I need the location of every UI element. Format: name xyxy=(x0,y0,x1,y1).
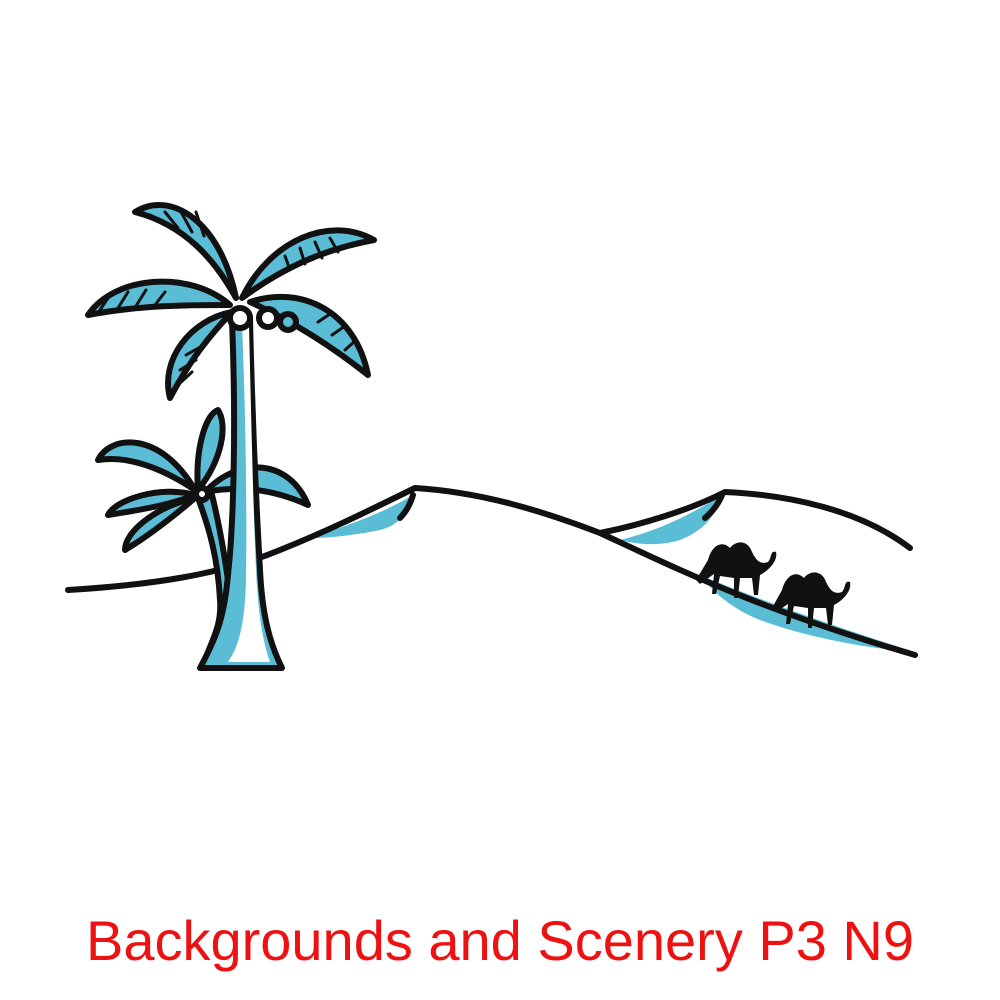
coconut-3 xyxy=(277,311,299,333)
small-frond-1 xyxy=(95,439,198,493)
camel-1 xyxy=(696,542,777,598)
large-frond-top-right xyxy=(239,227,377,301)
sand-dunes xyxy=(65,485,918,658)
small-frond-5 xyxy=(122,495,198,553)
large-frond-top-left xyxy=(132,201,239,301)
dune-line-front xyxy=(597,530,918,658)
palm-tree-small xyxy=(95,407,311,663)
palm-tree-large xyxy=(85,201,377,671)
large-palm-trunk-highlight xyxy=(228,325,270,662)
dune-shadow-left xyxy=(310,495,413,538)
dune-shading xyxy=(310,495,915,652)
small-coconut xyxy=(193,485,211,503)
camels xyxy=(696,542,851,628)
large-palm-trunk xyxy=(197,315,285,671)
caption-text: Backgrounds and Scenery P3 N9 xyxy=(85,909,915,972)
dune-crest-left xyxy=(397,492,416,521)
large-frond-left-low xyxy=(165,309,235,401)
dune-crest-right xyxy=(702,492,725,521)
coconuts xyxy=(227,305,299,333)
coconut-1 xyxy=(227,305,253,331)
small-frond-2 xyxy=(194,407,226,493)
dune-line-back xyxy=(65,485,913,593)
dune-shadow-right-top xyxy=(620,495,722,545)
coconut-2 xyxy=(256,306,280,330)
camel-2 xyxy=(772,572,851,628)
frond-hatching xyxy=(98,208,358,387)
